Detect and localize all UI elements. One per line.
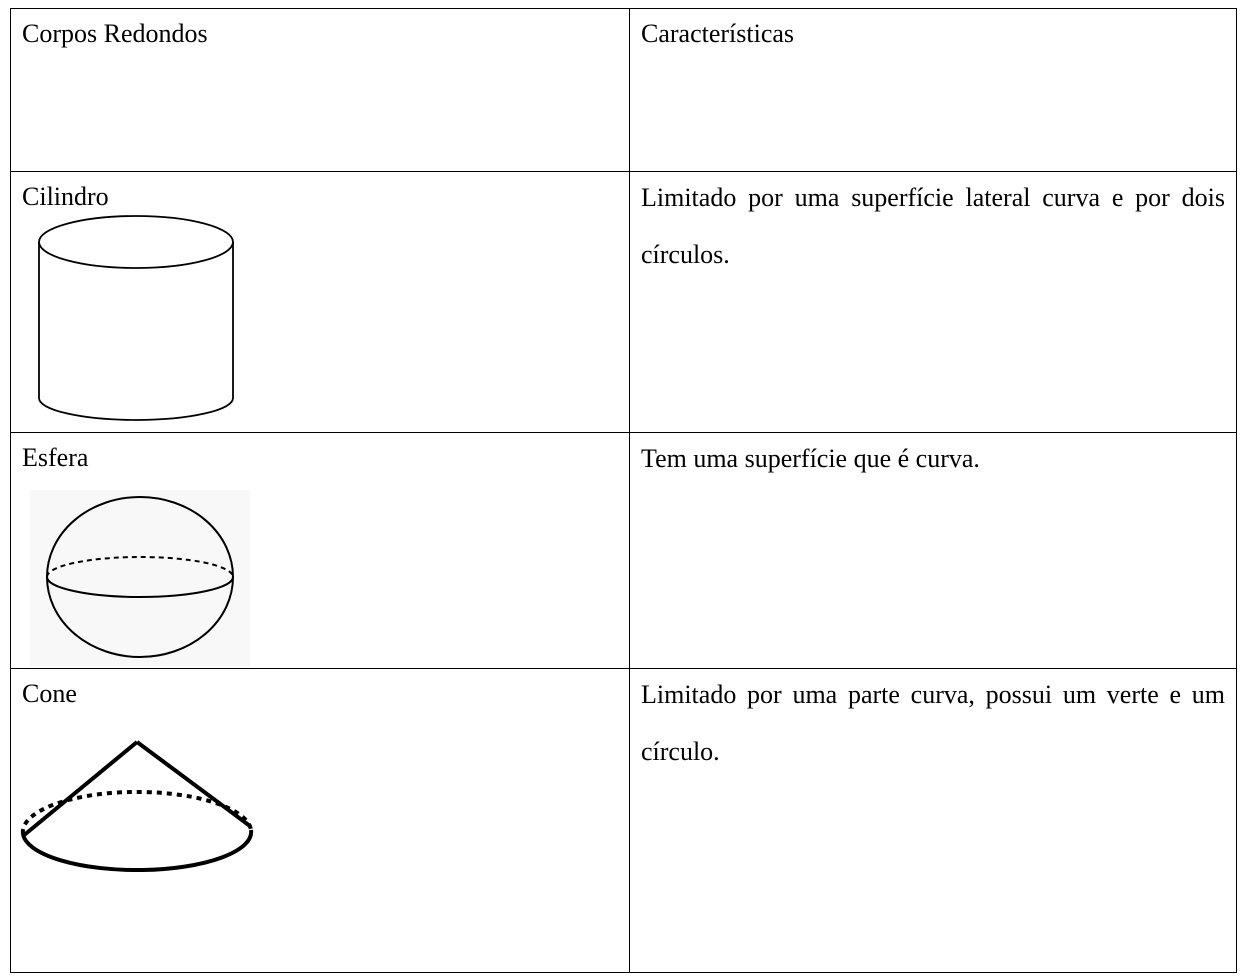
shape-name: Esfera — [22, 443, 89, 472]
cell: Limitado por uma parte curva, possui um … — [629, 668, 1237, 973]
shape-name: Cilindro — [22, 182, 109, 211]
cell: Tem uma superfície que é curva. — [629, 432, 1237, 669]
cylinder — [38, 215, 234, 421]
sphere — [30, 490, 250, 666]
description: Limitado por uma parte curva, possui um … — [641, 680, 1225, 766]
cone — [20, 740, 254, 873]
description: Tem uma superfície que é curva. — [641, 444, 980, 473]
description: Limitado por uma superfície lateral curv… — [641, 183, 1225, 269]
shape-name: Cone — [22, 679, 77, 708]
header-text: Características — [641, 19, 795, 48]
header-text: Corpos Redondos — [22, 19, 208, 48]
